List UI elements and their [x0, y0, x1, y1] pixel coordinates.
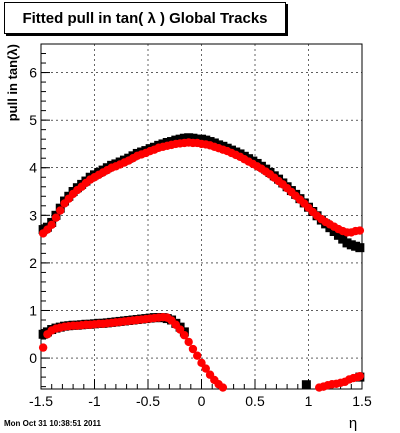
- data-point: [180, 331, 189, 340]
- x-tick-label: -1.5: [29, 393, 53, 409]
- data-point: [56, 206, 65, 215]
- data-point: [355, 371, 365, 381]
- y-tick-label: 3: [29, 207, 37, 223]
- x-tick-label: 1: [305, 393, 313, 409]
- y-tick-label: 6: [29, 65, 37, 81]
- y-axis-title: pull in tan(λ): [5, 44, 20, 121]
- data-point: [193, 351, 202, 360]
- data-point: [201, 364, 210, 373]
- data-point: [197, 358, 206, 368]
- data-point: [218, 383, 228, 392]
- data-series: [38, 133, 365, 392]
- data-point: [355, 226, 365, 235]
- x-axis-title: η: [349, 415, 357, 432]
- y-tick-label: 4: [29, 160, 37, 176]
- y-tick-label: 5: [29, 112, 37, 128]
- data-point: [51, 213, 61, 222]
- chart-title: Fitted pull in tan( λ ) Global Tracks: [4, 2, 286, 34]
- data-point: [47, 220, 56, 230]
- data-point: [301, 380, 311, 390]
- x-tick-label: -1: [88, 393, 101, 409]
- tick-labels: -1.5 -1 -0.5 0 0.5 1 1.5 0 1 2 3 4 5 6: [29, 65, 372, 409]
- data-point: [184, 337, 193, 347]
- grid-lines: [40, 44, 363, 389]
- y-tick-label: 0: [29, 350, 37, 366]
- series-1: [38, 138, 365, 392]
- y-tick-label: 2: [29, 255, 37, 271]
- timestamp-label: Mon Oct 31 10:38:51 2011: [4, 419, 101, 428]
- x-tick-label: 0: [198, 393, 206, 409]
- x-tick-label: 0.5: [245, 393, 265, 409]
- data-point: [355, 243, 365, 253]
- data-point: [38, 343, 48, 352]
- y-tick-label: 1: [29, 302, 37, 318]
- data-point: [188, 344, 198, 354]
- x-tick-label: 1.5: [352, 393, 372, 409]
- data-point: [175, 325, 185, 334]
- axis-ticks: [40, 43, 363, 389]
- x-tick-label: -0.5: [136, 393, 160, 409]
